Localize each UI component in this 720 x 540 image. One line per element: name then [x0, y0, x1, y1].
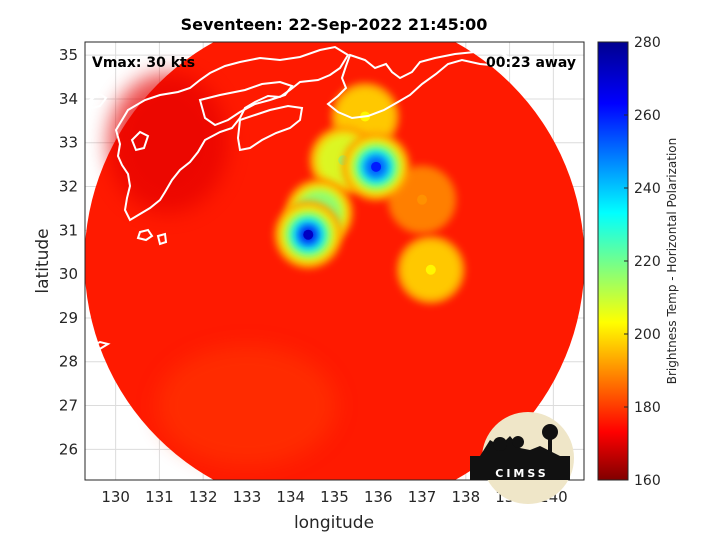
time-away-annotation: 00:23 away	[486, 55, 576, 71]
colorbar-tick-label: 220	[634, 254, 661, 270]
y-tick-label: 26	[59, 440, 78, 458]
y-tick-label: 31	[59, 221, 78, 239]
x-tick-label: 134	[276, 488, 305, 506]
colorbar-label: Brightness Temp - Horizontal Polarizatio…	[665, 138, 679, 385]
swath-layer	[85, 42, 584, 480]
x-tick-label: 131	[145, 488, 174, 506]
heat-core	[425, 264, 436, 275]
x-tick-label: 136	[364, 488, 393, 506]
swath-cold-region	[108, 72, 229, 213]
colorbar-tick-label: 180	[634, 400, 661, 416]
logo-text: CIMSS	[495, 467, 548, 480]
colorbar-tick-label: 240	[634, 181, 661, 197]
vmax-annotation: Vmax: 30 kts	[92, 55, 195, 71]
colorbar-tick-label: 260	[634, 108, 661, 124]
x-tick-label: 130	[101, 488, 130, 506]
colorbar-tick-label: 200	[634, 327, 661, 343]
x-tick-label: 135	[320, 488, 349, 506]
colorbar-tick-labels: 160 180 200 220 240 260 280	[624, 35, 661, 489]
y-tick-labels: 26 27 28 29 30 31 32 33 34 35	[59, 46, 78, 458]
x-axis-label: longitude	[294, 513, 374, 533]
y-tick-label: 28	[59, 353, 78, 371]
y-tick-label: 32	[59, 178, 78, 196]
y-tick-label: 35	[59, 46, 78, 64]
x-tick-label: 138	[451, 488, 480, 506]
y-axis-label: latitude	[33, 228, 53, 293]
y-tick-label: 34	[59, 90, 78, 108]
heat-core	[303, 229, 314, 240]
plot-frame	[84, 41, 585, 481]
y-tick-label: 27	[59, 397, 78, 415]
coastline	[85, 45, 512, 358]
x-tick-label: 133	[233, 488, 262, 506]
heat-core	[371, 161, 382, 172]
x-tick-label: 137	[408, 488, 437, 506]
y-tick-label: 30	[59, 265, 78, 283]
colorbar-tick-label: 160	[634, 473, 661, 489]
y-tick-label: 29	[59, 309, 78, 327]
swath-warm-region	[156, 345, 337, 466]
cimss-logo: CIMSS	[470, 412, 574, 504]
x-tick-label: 132	[189, 488, 218, 506]
chart-title: Seventeen: 22-Sep-2022 21:45:00	[181, 15, 488, 34]
heat-core	[417, 194, 428, 205]
colorbar-tick-label: 280	[634, 35, 661, 51]
colorbar	[597, 41, 629, 481]
y-tick-label: 33	[59, 134, 78, 152]
